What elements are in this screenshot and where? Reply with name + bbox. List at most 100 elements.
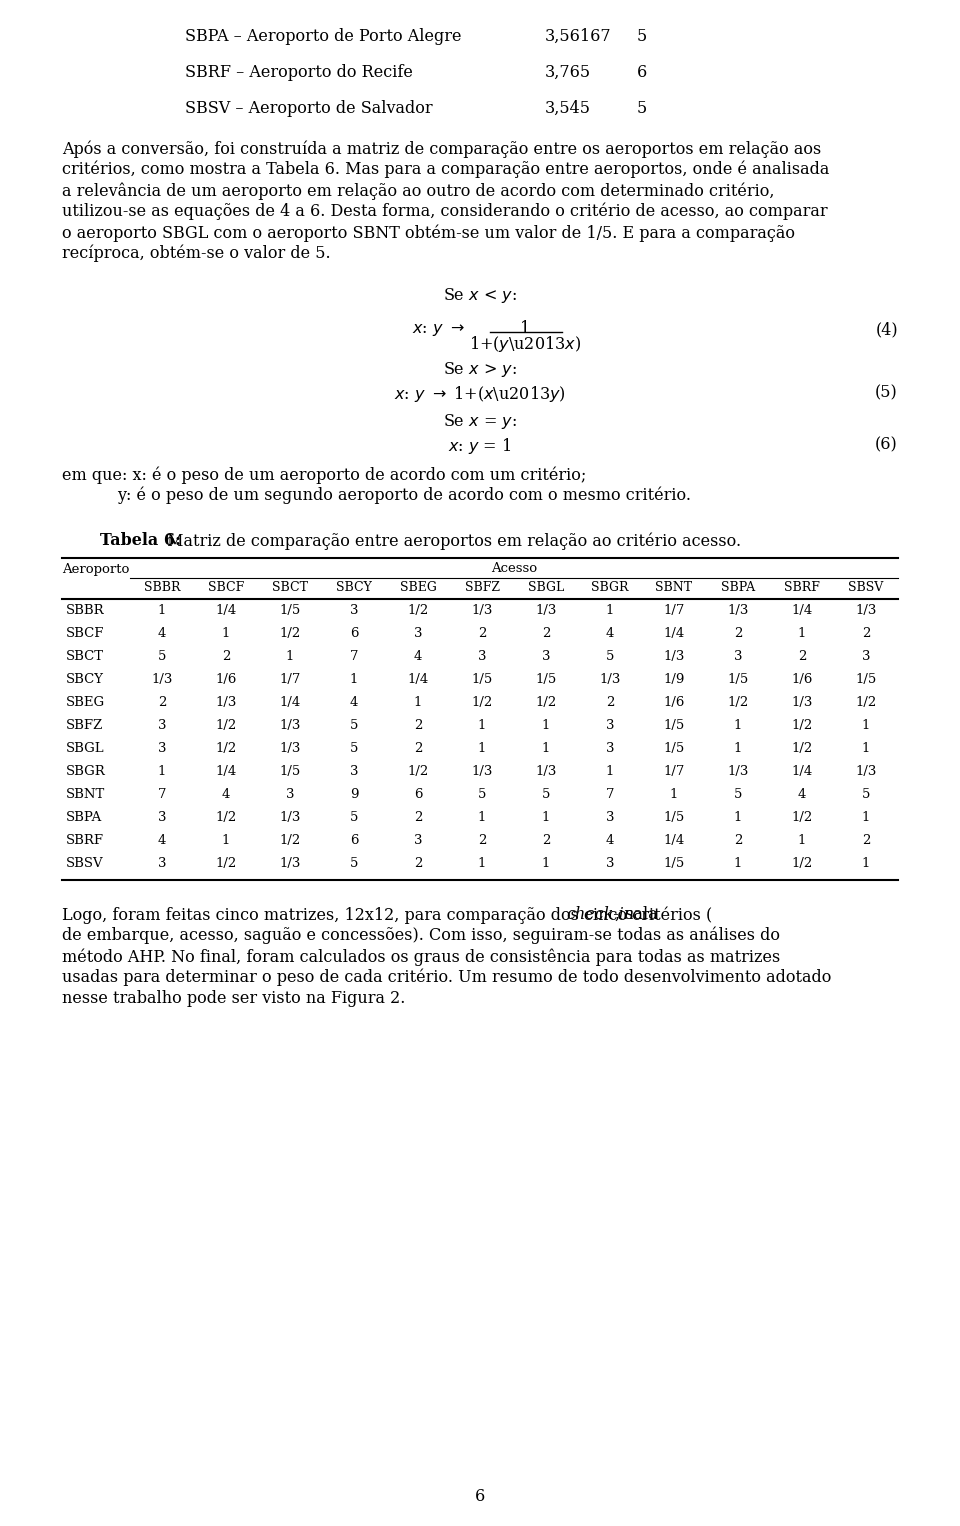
Text: 3: 3 <box>157 858 166 870</box>
Text: 1/2: 1/2 <box>791 810 812 824</box>
Text: 1/3: 1/3 <box>279 742 300 755</box>
Text: 1: 1 <box>798 835 806 847</box>
Text: 6: 6 <box>637 64 647 81</box>
Text: 1/6: 1/6 <box>663 696 684 710</box>
Text: 7: 7 <box>606 787 614 801</box>
Text: Se $x$ = $y$:: Se $x$ = $y$: <box>444 412 516 430</box>
Text: 1/4: 1/4 <box>215 604 236 617</box>
Text: 1: 1 <box>349 673 358 687</box>
Text: 2: 2 <box>222 650 230 662</box>
Text: em que: x: é o peso de um aeroporto de acordo com um critério;: em que: x: é o peso de um aeroporto de a… <box>62 465 587 484</box>
Text: 1: 1 <box>670 787 678 801</box>
Text: 1/3: 1/3 <box>279 719 300 732</box>
Text: usadas para determinar o peso de cada critério. Um resumo de todo desenvolviment: usadas para determinar o peso de cada cr… <box>62 969 831 986</box>
Text: 3: 3 <box>414 627 422 639</box>
Text: 1/2: 1/2 <box>215 858 236 870</box>
Text: SBSV – Aeroporto de Salvador: SBSV – Aeroporto de Salvador <box>185 101 433 118</box>
Text: 1: 1 <box>157 765 166 778</box>
Text: 7: 7 <box>349 650 358 662</box>
Text: 3: 3 <box>349 765 358 778</box>
Text: 6: 6 <box>349 627 358 639</box>
Text: 5: 5 <box>637 101 647 118</box>
Text: 1/4: 1/4 <box>791 604 812 617</box>
Text: Acesso: Acesso <box>491 562 537 575</box>
Text: SBRF – Aeroporto do Recife: SBRF – Aeroporto do Recife <box>185 64 413 81</box>
Text: 3: 3 <box>606 810 614 824</box>
Text: 1: 1 <box>862 719 870 732</box>
Text: 2: 2 <box>414 719 422 732</box>
Text: 5: 5 <box>637 27 647 44</box>
Text: 3,765: 3,765 <box>545 64 591 81</box>
Text: SBCY: SBCY <box>336 581 372 594</box>
Text: 6: 6 <box>475 1488 485 1505</box>
Text: 1: 1 <box>606 604 614 617</box>
Text: 1: 1 <box>520 320 530 337</box>
Text: 3,56167: 3,56167 <box>545 27 612 44</box>
Text: 1/3: 1/3 <box>152 673 173 687</box>
Text: 1/5: 1/5 <box>663 719 684 732</box>
Text: 1/4: 1/4 <box>791 765 812 778</box>
Text: SBNT: SBNT <box>656 581 692 594</box>
Text: 1: 1 <box>541 810 550 824</box>
Text: 1/5: 1/5 <box>471 673 492 687</box>
Text: , sala: , sala <box>614 906 658 923</box>
Text: 3: 3 <box>349 604 358 617</box>
Text: 3: 3 <box>157 719 166 732</box>
Text: 1/3: 1/3 <box>471 765 492 778</box>
Text: 1/2: 1/2 <box>791 858 812 870</box>
Text: 1: 1 <box>222 627 230 639</box>
Text: 1/3: 1/3 <box>279 810 300 824</box>
Text: SBBR: SBBR <box>144 581 180 594</box>
Text: 3: 3 <box>414 835 422 847</box>
Text: 5: 5 <box>157 650 166 662</box>
Text: SBPA: SBPA <box>721 581 756 594</box>
Text: 2: 2 <box>414 858 422 870</box>
Text: utilizou-se as equações de 4 a 6. Desta forma, considerando o critério de acesso: utilizou-se as equações de 4 a 6. Desta … <box>62 203 828 220</box>
Text: check-in: check-in <box>566 906 634 923</box>
Text: 1/2: 1/2 <box>215 810 236 824</box>
Text: SBFZ: SBFZ <box>465 581 499 594</box>
Text: nesse trabalho pode ser visto na Figura 2.: nesse trabalho pode ser visto na Figura … <box>62 990 405 1007</box>
Text: 2: 2 <box>798 650 806 662</box>
Text: 1/2: 1/2 <box>407 604 428 617</box>
Text: SBBR: SBBR <box>66 604 105 617</box>
Text: SBNT: SBNT <box>66 787 106 801</box>
Text: (6): (6) <box>876 436 898 453</box>
Text: 1+($y$\u2013$x$): 1+($y$\u2013$x$) <box>468 334 581 354</box>
Text: 1: 1 <box>862 858 870 870</box>
Text: 6: 6 <box>349 835 358 847</box>
Text: 3: 3 <box>286 787 295 801</box>
Text: de embarque, acesso, saguão e concessões). Com isso, seguiram-se todas as anális: de embarque, acesso, saguão e concessões… <box>62 926 780 945</box>
Text: y: é o peso de um segundo aeroporto de acordo com o mesmo critério.: y: é o peso de um segundo aeroporto de a… <box>117 487 691 505</box>
Text: 2: 2 <box>733 835 742 847</box>
Text: 2: 2 <box>862 627 870 639</box>
Text: 3: 3 <box>606 719 614 732</box>
Text: 1/2: 1/2 <box>471 696 492 710</box>
Text: 4: 4 <box>606 835 614 847</box>
Text: SBSV: SBSV <box>66 858 104 870</box>
Text: a relevância de um aeroporto em relação ao outro de acordo com determinado crité: a relevância de um aeroporto em relação … <box>62 182 775 200</box>
Text: Aeroporto: Aeroporto <box>62 563 130 577</box>
Text: 2: 2 <box>733 627 742 639</box>
Text: 4: 4 <box>606 627 614 639</box>
Text: Após a conversão, foi construída a matriz de comparação entre os aeroportos em r: Após a conversão, foi construída a matri… <box>62 140 821 157</box>
Text: SBEG: SBEG <box>66 696 106 710</box>
Text: SBGL: SBGL <box>66 742 105 755</box>
Text: 1/4: 1/4 <box>663 627 684 639</box>
Text: 2: 2 <box>478 835 486 847</box>
Text: Se $x$ > $y$:: Se $x$ > $y$: <box>444 360 516 378</box>
Text: $x$: $y$ $\rightarrow$: $x$: $y$ $\rightarrow$ <box>413 322 465 339</box>
Text: $x$: $y$ $\rightarrow$ 1+($x$\u2013$y$): $x$: $y$ $\rightarrow$ 1+($x$\u2013$y$) <box>395 385 565 404</box>
Text: 1/6: 1/6 <box>215 673 237 687</box>
Text: 1/9: 1/9 <box>663 673 684 687</box>
Text: 1: 1 <box>478 719 486 732</box>
Text: 1/7: 1/7 <box>663 604 684 617</box>
Text: 1: 1 <box>862 742 870 755</box>
Text: 4: 4 <box>349 696 358 710</box>
Text: SBRF: SBRF <box>66 835 104 847</box>
Text: 1/5: 1/5 <box>663 810 684 824</box>
Text: 1/3: 1/3 <box>663 650 684 662</box>
Text: 1: 1 <box>733 810 742 824</box>
Text: 1: 1 <box>733 742 742 755</box>
Text: 1: 1 <box>541 742 550 755</box>
